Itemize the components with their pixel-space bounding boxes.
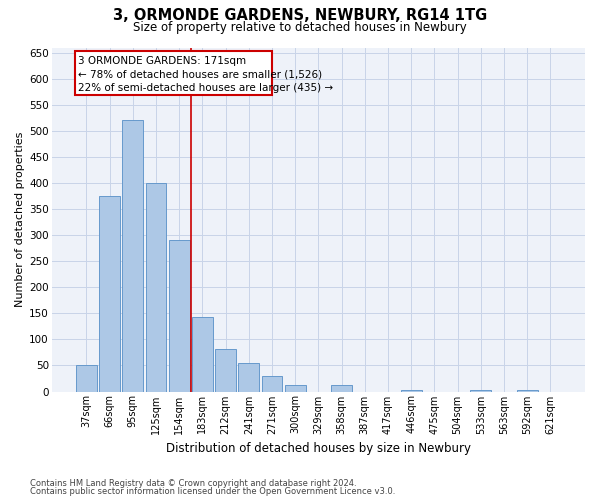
X-axis label: Distribution of detached houses by size in Newbury: Distribution of detached houses by size … bbox=[166, 442, 471, 455]
Bar bbox=[122, 120, 143, 392]
Bar bbox=[331, 386, 352, 392]
Text: ← 78% of detached houses are smaller (1,526): ← 78% of detached houses are smaller (1,… bbox=[77, 70, 322, 80]
Bar bbox=[146, 183, 166, 392]
Bar bbox=[470, 390, 491, 392]
Text: 3 ORMONDE GARDENS: 171sqm: 3 ORMONDE GARDENS: 171sqm bbox=[77, 56, 245, 66]
Bar bbox=[169, 240, 190, 392]
Text: Contains HM Land Registry data © Crown copyright and database right 2024.: Contains HM Land Registry data © Crown c… bbox=[30, 478, 356, 488]
Y-axis label: Number of detached properties: Number of detached properties bbox=[15, 132, 25, 307]
Bar bbox=[215, 349, 236, 392]
Bar bbox=[192, 318, 213, 392]
Bar bbox=[238, 363, 259, 392]
Bar bbox=[285, 386, 305, 392]
Bar bbox=[99, 196, 120, 392]
Text: Contains public sector information licensed under the Open Government Licence v3: Contains public sector information licen… bbox=[30, 487, 395, 496]
Text: 3, ORMONDE GARDENS, NEWBURY, RG14 1TG: 3, ORMONDE GARDENS, NEWBURY, RG14 1TG bbox=[113, 8, 487, 22]
Text: 22% of semi-detached houses are larger (435) →: 22% of semi-detached houses are larger (… bbox=[77, 84, 332, 94]
Bar bbox=[262, 376, 283, 392]
FancyBboxPatch shape bbox=[75, 51, 272, 96]
Text: Size of property relative to detached houses in Newbury: Size of property relative to detached ho… bbox=[133, 21, 467, 34]
Bar bbox=[517, 390, 538, 392]
Bar bbox=[76, 366, 97, 392]
Bar bbox=[401, 390, 422, 392]
